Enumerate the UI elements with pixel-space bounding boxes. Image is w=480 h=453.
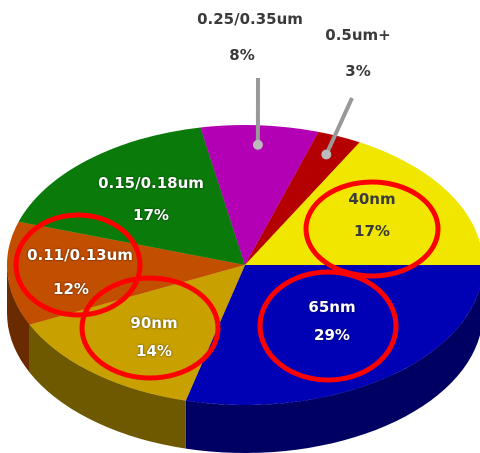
pie-side-2 (7, 265, 30, 373)
label-40nm-pct: 17% (354, 222, 390, 240)
pie-slice-3 (18, 127, 245, 265)
pie-slice-6 (245, 142, 480, 265)
highlight-circle-3 (257, 269, 399, 383)
pie-slice-2 (6, 221, 245, 325)
label-65nm-pct: 29% (314, 326, 350, 344)
label-015-018um: 0.15/0.18um 17% (86, 174, 216, 224)
label-40nm-name: 40nm (348, 190, 396, 208)
label-05um-pct: 3% (345, 62, 371, 80)
pie-slice-0 (185, 265, 480, 405)
label-015-018um-pct: 17% (133, 206, 169, 224)
label-40nm: 40nm 17% (332, 190, 412, 240)
leader-dot-5 (321, 149, 332, 160)
label-011-013um-pct: 12% (53, 280, 89, 298)
label-65nm-name: 65nm (308, 298, 356, 316)
leader-dot-4 (252, 139, 263, 150)
label-65nm: 65nm 29% (292, 298, 372, 344)
highlight-circle-0 (303, 179, 441, 279)
pie-slice-5 (245, 131, 360, 265)
label-011-013um-name: 0.11/0.13um (27, 246, 133, 264)
label-025-035um: 0.25/0.35um 8% (180, 10, 320, 64)
highlight-circle-1 (13, 212, 143, 318)
label-025-035um-name: 0.25/0.35um (197, 10, 303, 28)
label-025-035um-pct: 8% (229, 46, 255, 64)
label-90nm: 90nm 14% (114, 314, 194, 360)
label-90nm-pct: 14% (136, 342, 172, 360)
pie-slice-4 (200, 125, 319, 265)
label-011-013um: 0.11/0.13um 12% (20, 246, 140, 298)
highlight-circle-2 (79, 275, 221, 381)
pie-side-0 (185, 287, 480, 453)
label-05um-name: 0.5um+ (325, 26, 391, 44)
label-90nm-name: 90nm (130, 314, 178, 332)
label-05um: 0.5um+ 3% (318, 26, 398, 80)
label-015-018um-name: 0.15/0.18um (98, 174, 204, 192)
leader-line-5 (324, 97, 354, 156)
pie-side-1 (29, 324, 186, 449)
